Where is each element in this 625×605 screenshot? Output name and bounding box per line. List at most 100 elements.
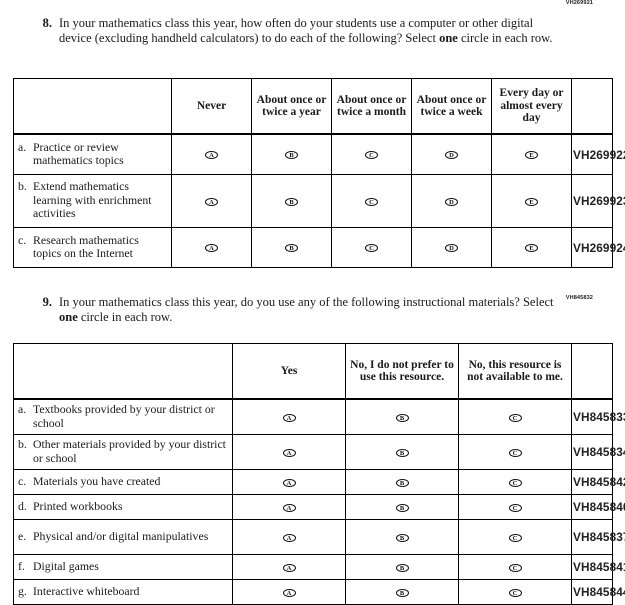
row-item-code: VH845841: [571, 554, 625, 580]
bubble-e[interactable]: E: [525, 244, 538, 252]
option-b-yes[interactable]: A: [232, 434, 346, 470]
bubble-b[interactable]: B: [395, 533, 409, 542]
option-c-not-prefer[interactable]: B: [345, 469, 459, 495]
option-e-not-prefer[interactable]: B: [345, 519, 459, 555]
option-c-yes[interactable]: A: [232, 469, 346, 495]
bubble-c[interactable]: C: [508, 533, 522, 542]
row-letter: b.: [18, 437, 27, 451]
option-b-month[interactable]: C: [331, 174, 412, 228]
option-a-not-available[interactable]: C: [458, 398, 572, 435]
bubble-c[interactable]: C: [508, 563, 522, 572]
bubble-a[interactable]: A: [282, 533, 296, 542]
bubble-c[interactable]: C: [508, 413, 522, 422]
column-header-yes: Yes: [232, 343, 346, 400]
table-header-row: Yes No, I do not prefer to use this reso…: [13, 343, 613, 400]
bubble-b[interactable]: B: [395, 563, 409, 572]
option-a-week[interactable]: D: [411, 133, 492, 175]
bubble-b[interactable]: B: [395, 413, 409, 422]
column-header-blank: [13, 343, 233, 400]
bubble-a[interactable]: A: [282, 503, 296, 512]
option-c-everyday[interactable]: E: [491, 227, 572, 268]
option-c-never[interactable]: A: [171, 227, 252, 268]
bubble-e[interactable]: E: [525, 197, 538, 206]
option-a-never[interactable]: A: [171, 133, 252, 175]
option-g-not-available[interactable]: C: [458, 579, 572, 605]
bubble-c[interactable]: C: [508, 503, 522, 512]
bubble-b[interactable]: B: [395, 588, 409, 597]
column-header-not-prefer: No, I do not prefer to use this resource…: [345, 343, 459, 400]
bubble-a[interactable]: A: [282, 563, 296, 572]
option-g-not-prefer[interactable]: B: [345, 579, 459, 605]
row-stem-d: d. Printed workbooks: [13, 494, 233, 520]
question-9-table: Yes No, I do not prefer to use this reso…: [13, 343, 625, 605]
table-row: b. Extend mathematics learning with enri…: [13, 174, 625, 228]
bubble-c[interactable]: C: [508, 478, 522, 487]
option-f-yes[interactable]: A: [232, 554, 346, 580]
row-item-code: VH845834: [571, 434, 625, 470]
option-f-not-available[interactable]: C: [458, 554, 572, 580]
bubble-a[interactable]: A: [205, 197, 218, 206]
option-c-week[interactable]: D: [411, 227, 492, 268]
bubble-d[interactable]: D: [445, 197, 458, 206]
bubble-d[interactable]: D: [445, 151, 458, 159]
question-8-text-part1: In your mathematics class this year, how…: [59, 16, 534, 45]
question-9-number: 9.: [42, 295, 52, 309]
option-g-yes[interactable]: A: [232, 579, 346, 605]
option-e-not-available[interactable]: C: [458, 519, 572, 555]
option-b-never[interactable]: A: [171, 174, 252, 228]
row-label: Textbooks provided by your district or s…: [33, 402, 215, 430]
bubble-c[interactable]: C: [365, 197, 378, 206]
bubble-a[interactable]: A: [205, 244, 218, 252]
bubble-b[interactable]: B: [395, 503, 409, 512]
option-d-yes[interactable]: A: [232, 494, 346, 520]
option-a-yes[interactable]: A: [232, 398, 346, 435]
row-stem-b: b. Extend mathematics learning with enri…: [13, 174, 172, 228]
column-header-once-twice-month: About once or twice a month: [331, 78, 412, 135]
question-9-prompt: 9. In your mathematics class this year, …: [26, 295, 616, 325]
option-f-not-prefer[interactable]: B: [345, 554, 459, 580]
row-stem-a: a. Textbooks provided by your district o…: [13, 398, 233, 435]
bubble-c[interactable]: C: [365, 151, 378, 159]
bubble-c[interactable]: C: [365, 244, 378, 252]
question-9-text: In your mathematics class this year, do …: [59, 295, 559, 325]
bubble-b[interactable]: B: [395, 448, 409, 457]
table-row: f. Digital games A B C VH845841: [13, 554, 625, 580]
option-b-week[interactable]: D: [411, 174, 492, 228]
option-d-not-prefer[interactable]: B: [345, 494, 459, 520]
option-c-not-available[interactable]: C: [458, 469, 572, 495]
row-label: Extend mathematics learning with enrichm…: [33, 179, 152, 221]
row-stem-c: c. Materials you have created: [13, 469, 233, 495]
option-a-month[interactable]: C: [331, 133, 412, 175]
bubble-a[interactable]: A: [282, 478, 296, 487]
option-b-year[interactable]: B: [251, 174, 332, 228]
bubble-d[interactable]: D: [445, 244, 458, 252]
bubble-b[interactable]: B: [285, 151, 298, 159]
bubble-a[interactable]: A: [282, 448, 296, 457]
bubble-e[interactable]: E: [525, 151, 538, 159]
bubble-b[interactable]: B: [395, 478, 409, 487]
bubble-b[interactable]: B: [285, 244, 298, 252]
bubble-b[interactable]: B: [285, 197, 298, 206]
option-c-year[interactable]: B: [251, 227, 332, 268]
bubble-a[interactable]: A: [282, 588, 296, 597]
option-b-not-available[interactable]: C: [458, 434, 572, 470]
row-letter: g.: [18, 583, 27, 598]
option-a-year[interactable]: B: [251, 133, 332, 175]
option-a-not-prefer[interactable]: B: [345, 398, 459, 435]
option-d-not-available[interactable]: C: [458, 494, 572, 520]
survey-page: VH269921 8. In your mathematics class th…: [13, 0, 625, 605]
row-stem-b: b. Other materials provided by your dist…: [13, 434, 233, 470]
row-stem-c: c. Research mathematics topics on the In…: [13, 227, 172, 268]
option-a-everyday[interactable]: E: [491, 133, 572, 175]
option-e-yes[interactable]: A: [232, 519, 346, 555]
row-letter: c.: [18, 232, 27, 247]
row-label: Interactive whiteboard: [33, 583, 140, 598]
option-b-everyday[interactable]: E: [491, 174, 572, 228]
bubble-a[interactable]: A: [282, 413, 296, 422]
table-row: g. Interactive whiteboard A B C VH845844: [13, 579, 625, 605]
bubble-a[interactable]: A: [205, 151, 218, 159]
option-c-month[interactable]: C: [331, 227, 412, 268]
option-b-not-prefer[interactable]: B: [345, 434, 459, 470]
bubble-c[interactable]: C: [508, 448, 522, 457]
bubble-c[interactable]: C: [508, 588, 522, 597]
